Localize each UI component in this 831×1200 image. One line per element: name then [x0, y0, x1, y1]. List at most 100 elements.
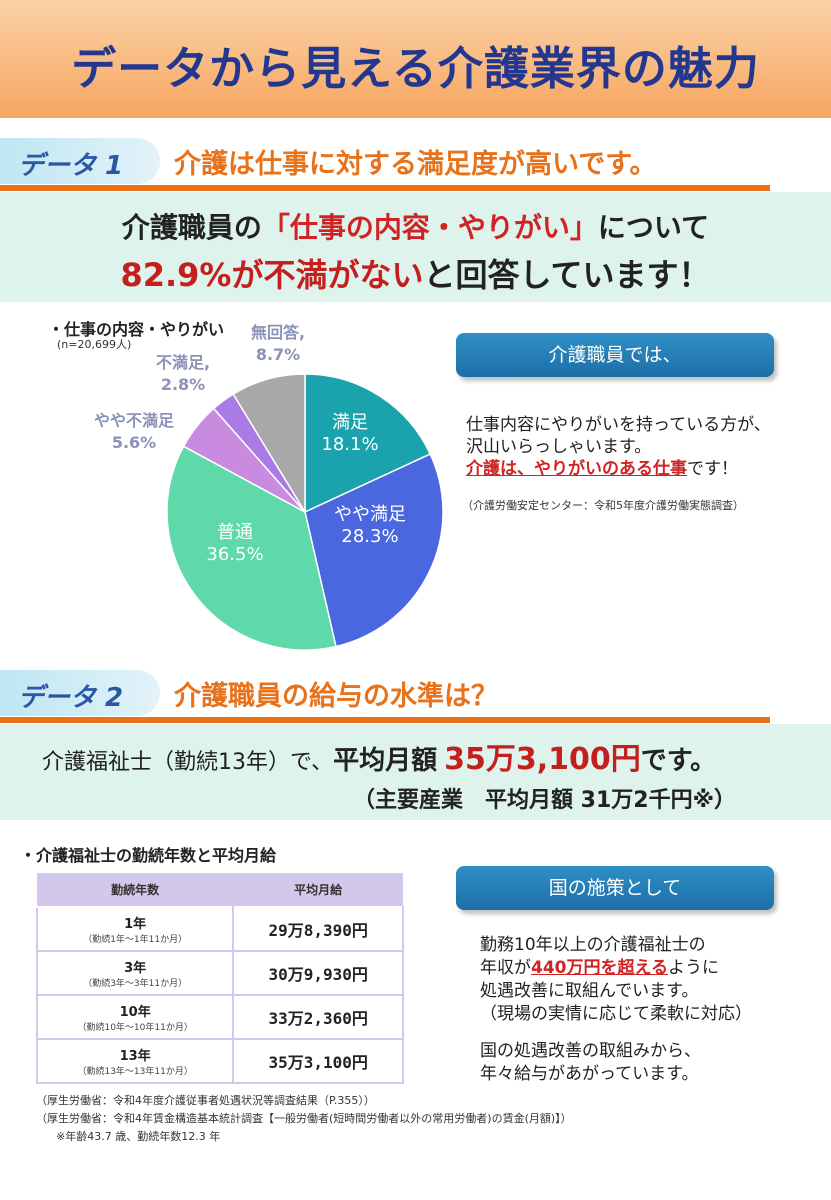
table-cell-pay: 33万2,360円: [232, 994, 404, 1040]
highlight1-text-d: と回答しています！: [423, 256, 711, 294]
box2-text: 勤務10年以上の介護福祉士の 年収が440万円を超えるように 処遇改善に取組んで…: [480, 934, 752, 1086]
pie-slice-0: [304, 373, 432, 514]
footnote-1: （厚生労働省：令和4年度介護従事者処遇状況等調査結果（P.355））: [36, 1094, 375, 1107]
box1-text: 仕事内容にやりがいを持っている方が、 沢山いらっしゃいます。 介護は、やりがいの…: [466, 414, 771, 480]
box1-line3-red: 介護は、やりがいのある仕事: [466, 459, 687, 479]
pie-title: ・仕事の内容・やりがい: [48, 320, 225, 339]
box2-line2-a: 年収が: [480, 958, 531, 978]
box1-line1: 仕事内容にやりがいを持っている方が、: [466, 415, 771, 435]
pie-label-value: 36.5%: [206, 544, 264, 565]
highlight2-line1: 介護福祉士（勤続13年）で、平均月額 35万3,100円です。: [42, 734, 716, 778]
box2-line2: 年収が440万円を超えるように: [480, 957, 752, 980]
table-row: 3年 （勤続3年～3年11か月） 30万9,930円: [35, 950, 404, 996]
pie-label-name: やや満足: [334, 504, 406, 525]
table-row: 10年 （勤続10年～10年11か月） 33万2,360円: [35, 994, 404, 1040]
highlight1-line2: 82.9%が不満がないと回答しています！: [0, 250, 831, 296]
section2-tag-text: データ 2: [18, 683, 124, 713]
pie-slice-2: [166, 445, 337, 651]
highlight2-amount: 35万3,100円: [444, 742, 641, 777]
pie-chart: [165, 372, 445, 652]
salary-table: 勤続年数 平均月給 1年 （勤続1年～1年11か月） 29万8,390円 3年 （勤…: [35, 873, 404, 1084]
highlight2-line2: （主要産業 平均月額 31万2千円※）: [353, 788, 736, 813]
box2-pill: 国の施策として: [456, 866, 774, 910]
pie-sample-size: (n=20,699人): [57, 338, 132, 351]
section2-heading: 介護職員の給与の水準は？: [174, 681, 498, 712]
section1-highlight: 介護職員の「仕事の内容・やりがい」について 82.9%が不満がないと回答していま…: [0, 192, 831, 302]
pie-label-value: 18.1%: [321, 434, 379, 455]
table-header-years: 勤続年数: [37, 873, 234, 907]
pie-label-name: 普通: [217, 522, 253, 543]
title-band: データから見える介護業界の魅力: [0, 0, 831, 118]
year-main: 10年: [119, 1005, 151, 1020]
box2-line5: 国の処遇改善の取組みから、: [480, 1041, 701, 1061]
pie-label-mukaito: 無回答, 8.7%: [238, 322, 318, 366]
page-title: データから見える介護業界の魅力: [71, 42, 760, 95]
pie-slice-5: [232, 373, 306, 515]
table-cell-year: 10年 （勤続10年～10年11か月）: [35, 994, 235, 1040]
highlight1-percent: 82.9%が不満がない: [120, 256, 424, 294]
section2-underline: [0, 717, 770, 723]
pie-label-name: 無回答,: [250, 323, 306, 342]
highlight2-text-a: 介護福祉士（勤続13年）で、: [42, 750, 334, 775]
highlight1-text-b: 「仕事の内容・やりがい」: [261, 211, 598, 244]
pie-label-yaya-fuman: やや不満足 5.6%: [84, 410, 184, 454]
box2-line6: 年々給与があがっています。: [480, 1064, 699, 1084]
pie-slice-1: [304, 453, 444, 648]
section1-header: データ 1 介護は仕事に対する満足度が高いです。: [0, 128, 831, 191]
table-title: ・介護福祉士の勤続年数と平均月給: [20, 846, 277, 865]
table-header-row: 勤続年数 平均月給: [37, 873, 403, 907]
pie-label-name: 満足: [332, 412, 368, 433]
year-range: （勤続3年～3年11か月）: [83, 979, 188, 989]
highlight2-text-b: 平均月額: [333, 746, 438, 776]
table-row: 13年 （勤続13年～13年11か月） 35万3,100円: [35, 1038, 404, 1084]
box2-line3: 処遇改善に取組んでいます。: [480, 981, 699, 1001]
table-cell-pay: 30万9,930円: [232, 950, 404, 996]
section2-header: データ 2 介護職員の給与の水準は？: [0, 660, 831, 723]
section1-tag-text: データ 1: [18, 151, 124, 181]
box1-line3-end: です！: [687, 459, 738, 479]
pie-label-value: 8.7%: [255, 345, 301, 364]
year-range: （勤続13年～13年11か月）: [77, 1067, 193, 1077]
table-header-pay: 平均月給: [233, 873, 403, 907]
box1-pill: 介護職員では、: [456, 333, 774, 377]
box1-line2: 沢山いらっしゃいます。: [466, 437, 652, 457]
pie-label-fuman: 不満足, 2.8%: [148, 352, 218, 396]
section1-tag: データ 1: [0, 138, 160, 184]
footnote-2: （厚生労働省：令和4年賃金構造基本統計調査【一般労働者(短時間労働者以外の常用労…: [36, 1112, 572, 1125]
pie-svg: [166, 373, 444, 651]
section2-highlight: 介護福祉士（勤続13年）で、平均月額 35万3,100円です。 （主要産業 平均…: [0, 724, 831, 820]
section2-tag: データ 2: [0, 670, 160, 716]
highlight1-line1: 介護職員の「仕事の内容・やりがい」について: [0, 206, 831, 246]
box2-spacer: [480, 1026, 752, 1040]
year-range: （勤続10年～10年11か月）: [77, 1023, 193, 1033]
box2-line2-b: ように: [667, 958, 719, 978]
pie-label-manzoku: 満足 18.1%: [310, 412, 390, 456]
table-row: 1年 （勤続1年～1年11か月） 29万8,390円: [35, 906, 404, 952]
table-cell-pay: 35万3,100円: [232, 1038, 404, 1084]
table-cell-year: 3年 （勤続3年～3年11か月）: [35, 950, 235, 996]
year-main: 13年: [119, 1049, 151, 1064]
highlight1-text-a: 介護職員の: [121, 211, 262, 244]
year-range: （勤続1年～1年11か月）: [83, 935, 188, 945]
footnote-3: ※年齢43.7 歳、勤続年数12.3 年: [56, 1130, 221, 1143]
pie-label-name: 不満足,: [155, 353, 211, 372]
year-main: 3年: [124, 961, 147, 976]
box2-line1: 勤務10年以上の介護福祉士の: [480, 935, 706, 955]
pie-label-name: やや不満足: [93, 411, 174, 430]
box2-line2-red: 440万円を超える: [531, 958, 668, 978]
section1-underline: [0, 185, 770, 191]
section1-heading: 介護は仕事に対する満足度が高いです。: [174, 149, 657, 180]
pie-label-value: 28.3%: [341, 526, 399, 547]
highlight2-text-d: です。: [640, 746, 717, 776]
year-main: 1年: [124, 917, 147, 932]
box1-source: （介護労働安定センター：令和5年度介護労働実態調査）: [462, 499, 744, 512]
pie-label-yaya-manzoku: やや満足 28.3%: [320, 504, 420, 548]
pie-label-futsu: 普通 36.5%: [195, 522, 275, 566]
table-cell-year: 1年 （勤続1年～1年11か月）: [35, 906, 235, 952]
highlight1-text-c: について: [597, 211, 710, 244]
box2-line4: （現場の実情に応じて柔軟に対応）: [480, 1004, 752, 1024]
pie-label-value: 2.8%: [160, 375, 206, 394]
table-cell-year: 13年 （勤続13年～13年11か月）: [35, 1038, 235, 1084]
pie-label-value: 5.6%: [111, 433, 157, 452]
box1-line3: 介護は、やりがいのある仕事です！: [466, 458, 771, 480]
